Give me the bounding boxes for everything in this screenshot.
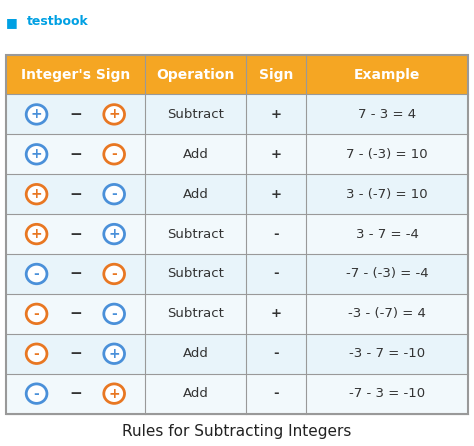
Circle shape [104,304,125,324]
Text: Add: Add [182,148,209,161]
Text: Subtract: Subtract [167,268,224,281]
Text: -: - [111,307,117,321]
FancyBboxPatch shape [6,95,468,134]
Text: Operation: Operation [156,67,235,82]
Text: -7 - 3 = -10: -7 - 3 = -10 [349,387,425,400]
Text: Subtract: Subtract [167,307,224,320]
Text: -7 - (-3) = -4: -7 - (-3) = -4 [346,268,428,281]
Text: -: - [273,387,279,400]
Text: -: - [273,347,279,360]
Circle shape [26,264,47,284]
Circle shape [104,105,125,124]
Text: +: + [271,188,282,201]
Text: −: − [69,187,82,202]
Text: 7 - (-3) = 10: 7 - (-3) = 10 [346,148,428,161]
Text: Subtract: Subtract [167,227,224,240]
Text: -: - [34,307,39,321]
Circle shape [26,344,47,363]
Text: Subtract: Subtract [167,108,224,121]
Text: −: − [69,147,82,162]
Circle shape [26,105,47,124]
Text: −: − [69,386,82,401]
Circle shape [104,145,125,164]
FancyBboxPatch shape [6,54,468,95]
Text: -3 - 7 = -10: -3 - 7 = -10 [349,347,425,360]
Text: 3 - 7 = -4: 3 - 7 = -4 [356,227,419,240]
Text: -: - [34,267,39,281]
FancyBboxPatch shape [6,214,468,254]
Text: -: - [111,187,117,201]
Text: Add: Add [182,347,209,360]
Text: Sign: Sign [259,67,293,82]
Text: −: − [69,346,82,361]
Text: Example: Example [354,67,420,82]
Text: 7 - 3 = 4: 7 - 3 = 4 [358,108,416,121]
Circle shape [104,224,125,244]
Circle shape [26,224,47,244]
Text: -: - [111,267,117,281]
Circle shape [104,264,125,284]
Text: testbook: testbook [27,15,89,28]
Text: +: + [271,108,282,121]
Text: −: − [69,227,82,242]
Text: -: - [273,227,279,240]
Text: -: - [111,147,117,161]
Text: +: + [31,147,42,161]
Text: +: + [109,387,120,401]
Circle shape [26,384,47,403]
FancyBboxPatch shape [6,134,468,174]
Text: Rules for Subtracting Integers: Rules for Subtracting Integers [122,424,352,439]
Circle shape [26,304,47,324]
Circle shape [104,185,125,204]
Text: Add: Add [182,387,209,400]
Text: −: − [69,107,82,122]
FancyBboxPatch shape [6,334,468,374]
Text: +: + [31,107,42,121]
Text: +: + [31,187,42,201]
Text: Add: Add [182,188,209,201]
Circle shape [26,185,47,204]
Text: +: + [109,227,120,241]
FancyBboxPatch shape [6,174,468,214]
FancyBboxPatch shape [6,254,468,294]
Text: −: − [69,306,82,322]
Text: +: + [271,148,282,161]
FancyBboxPatch shape [6,294,468,334]
Text: −: − [69,266,82,281]
Circle shape [104,344,125,363]
Text: ■: ■ [6,16,18,29]
Circle shape [104,384,125,403]
Text: +: + [271,307,282,320]
Text: -: - [34,347,39,361]
Text: Integer's Sign: Integer's Sign [21,67,130,82]
Circle shape [26,145,47,164]
Text: +: + [109,107,120,121]
Text: +: + [31,227,42,241]
FancyBboxPatch shape [6,374,468,413]
Text: 3 - (-7) = 10: 3 - (-7) = 10 [346,188,428,201]
Text: -3 - (-7) = 4: -3 - (-7) = 4 [348,307,426,320]
Text: +: + [109,347,120,361]
Text: -: - [34,387,39,401]
Text: -: - [273,268,279,281]
